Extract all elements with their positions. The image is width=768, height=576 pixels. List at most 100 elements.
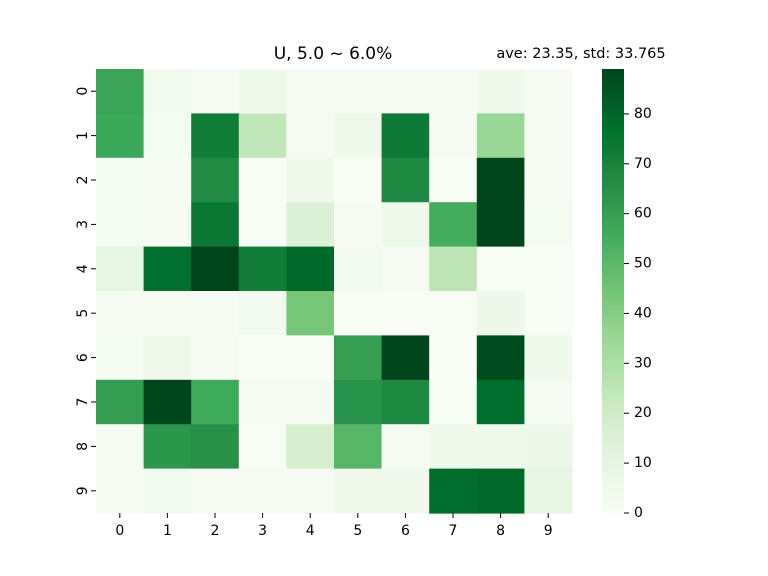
colorbar-tick-label: 10 <box>634 455 652 471</box>
heatmap-cell <box>476 379 525 425</box>
heatmap-cell <box>191 335 240 381</box>
heatmap-cell <box>381 157 430 203</box>
chart-title: U, 5.0 ~ 6.0% <box>274 44 393 64</box>
heatmap-cell <box>524 113 573 159</box>
heatmap-cell <box>96 424 145 470</box>
heatmap-cell <box>429 379 478 425</box>
heatmap-cell <box>429 246 478 292</box>
heatmap-cell <box>334 335 383 381</box>
heatmap-cell <box>238 291 287 336</box>
y-tick-label: 8 <box>75 442 91 451</box>
colorbar-tick-label: 50 <box>634 256 652 272</box>
heatmap-cell <box>286 69 335 114</box>
heatmap-cell <box>191 69 240 114</box>
heatmap-cell <box>238 468 287 514</box>
y-tick-label: 6 <box>75 353 91 362</box>
heatmap-cell <box>286 202 335 248</box>
heatmap-cell <box>429 113 478 159</box>
heatmap-cell <box>191 113 240 159</box>
heatmap-cell <box>334 202 383 248</box>
heatmap-cell <box>476 246 525 292</box>
y-tick-label: 0 <box>75 87 91 96</box>
heatmap-cell <box>143 468 192 514</box>
y-tick-label: 2 <box>75 176 91 185</box>
heatmap-cell <box>334 379 383 425</box>
x-tick-label: 4 <box>306 523 315 539</box>
heatmap-cell <box>476 335 525 381</box>
heatmap-cell <box>381 468 430 514</box>
heatmap-cell <box>286 157 335 203</box>
heatmap-cell <box>429 291 478 336</box>
heatmap-cell <box>191 246 240 292</box>
heatmap-cell <box>238 246 287 292</box>
heatmap-cell <box>238 379 287 425</box>
chart-stats: ave: 23.35, std: 33.765 <box>496 46 665 62</box>
heatmap-cell <box>476 202 525 248</box>
heatmap-cell <box>143 291 192 336</box>
heatmap-cell <box>334 291 383 336</box>
heatmap-cell <box>381 335 430 381</box>
heatmap-cells <box>96 69 573 514</box>
heatmap-cell <box>238 113 287 159</box>
heatmap-cell <box>238 335 287 381</box>
heatmap-cell <box>524 379 573 425</box>
heatmap-cell <box>286 291 335 336</box>
x-tick-label: 1 <box>163 523 172 539</box>
y-tick-label: 3 <box>75 220 91 229</box>
y-tick-label: 9 <box>75 486 91 495</box>
heatmap-cell <box>334 113 383 159</box>
heatmap-cell <box>191 379 240 425</box>
heatmap-cell <box>524 69 573 114</box>
y-tick-label: 7 <box>75 398 91 407</box>
colorbar-tick-label: 30 <box>634 355 652 371</box>
heatmap-cell <box>429 202 478 248</box>
y-tick-label: 1 <box>75 131 91 140</box>
heatmap-cell <box>191 424 240 470</box>
y-tick-label: 5 <box>75 309 91 318</box>
heatmap-cell <box>238 69 287 114</box>
heatmap-cell <box>381 291 430 336</box>
heatmap-cell <box>524 468 573 514</box>
heatmap-cell <box>143 113 192 159</box>
heatmap-cell <box>476 424 525 470</box>
heatmap-cell <box>143 379 192 425</box>
heatmap-cell <box>96 246 145 292</box>
heatmap-cell <box>286 113 335 159</box>
heatmap-cell <box>96 468 145 514</box>
heatmap-cell <box>429 335 478 381</box>
heatmap-cell <box>96 379 145 425</box>
heatmap-cell <box>334 157 383 203</box>
heatmap-cell <box>286 335 335 381</box>
x-tick-label: 3 <box>258 523 267 539</box>
heatmap-cell <box>476 157 525 203</box>
x-tick-label: 2 <box>211 523 220 539</box>
heatmap-cell <box>334 424 383 470</box>
heatmap-cell <box>524 202 573 248</box>
colorbar-tick-label: 20 <box>634 405 652 421</box>
x-tick-label: 6 <box>401 523 410 539</box>
heatmap-cell <box>191 202 240 248</box>
heatmap-cell <box>286 424 335 470</box>
heatmap-cell <box>191 157 240 203</box>
heatmap-cell <box>381 113 430 159</box>
heatmap-cell <box>96 157 145 203</box>
heatmap-cell <box>381 379 430 425</box>
heatmap-cell <box>524 246 573 292</box>
heatmap-cell <box>476 291 525 336</box>
heatmap-cell <box>191 291 240 336</box>
heatmap-cell <box>96 291 145 336</box>
heatmap-cell <box>524 424 573 470</box>
heatmap-cell <box>143 246 192 292</box>
heatmap-cell <box>143 69 192 114</box>
colorbar <box>602 69 624 513</box>
heatmap-cell <box>238 424 287 470</box>
heatmap-cell <box>96 69 145 114</box>
x-tick-label: 7 <box>449 523 458 539</box>
y-axis-ticks: 0 1 2 3 4 5 6 7 8 9 <box>75 87 96 495</box>
colorbar-tick-label: 40 <box>634 305 652 321</box>
heatmap-cell <box>429 69 478 114</box>
heatmap-cell <box>96 113 145 159</box>
x-tick-label: 9 <box>544 523 553 539</box>
colorbar-tick-label: 80 <box>634 106 652 122</box>
